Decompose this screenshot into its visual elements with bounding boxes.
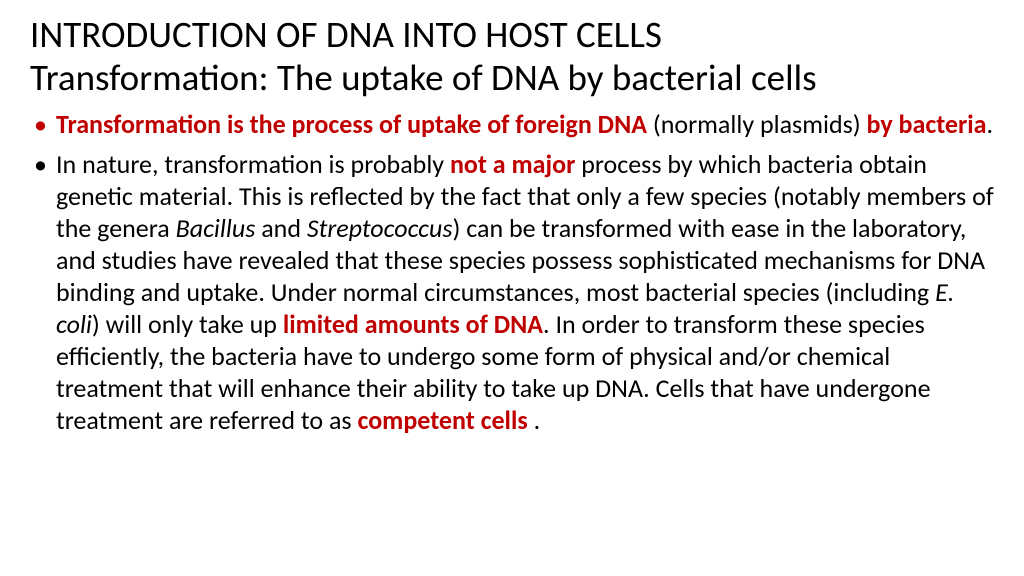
b2-text-7: . bbox=[528, 404, 540, 436]
b1-text-1: (normally plasmids) bbox=[647, 108, 867, 140]
b2-text-1: In nature, transformation is probably bbox=[56, 148, 450, 180]
b2-italic-1: Bacillus bbox=[176, 212, 256, 244]
b2-italic-2: Streptococcus bbox=[307, 212, 453, 244]
b1-text-2: . bbox=[986, 108, 993, 140]
b2-emphasis-2: limited amounts of DNA bbox=[283, 308, 543, 340]
title-block: INTRODUCTION OF DNA INTO HOST CELLS Tran… bbox=[30, 14, 994, 99]
title-line-1: INTRODUCTION OF DNA INTO HOST CELLS bbox=[30, 14, 994, 57]
bullet-2: In nature, transformation is probably no… bbox=[30, 149, 994, 437]
b2-text-3: and bbox=[255, 212, 307, 244]
bullet-1: Transformation is the process of uptake … bbox=[30, 109, 994, 141]
title-line-2: Transformation: The uptake of DNA by bac… bbox=[30, 57, 994, 100]
b2-text-5: ) will only take up bbox=[92, 308, 283, 340]
b2-emphasis-1: not a major bbox=[450, 148, 575, 180]
b2-emphasis-3: competent cells bbox=[357, 404, 527, 436]
b1-emphasis-2: by bacteria bbox=[867, 108, 987, 140]
slide-container: INTRODUCTION OF DNA INTO HOST CELLS Tran… bbox=[0, 0, 1024, 465]
bullet-list: Transformation is the process of uptake … bbox=[30, 109, 994, 437]
b1-emphasis-1: Transformation is the process of uptake … bbox=[56, 108, 647, 140]
